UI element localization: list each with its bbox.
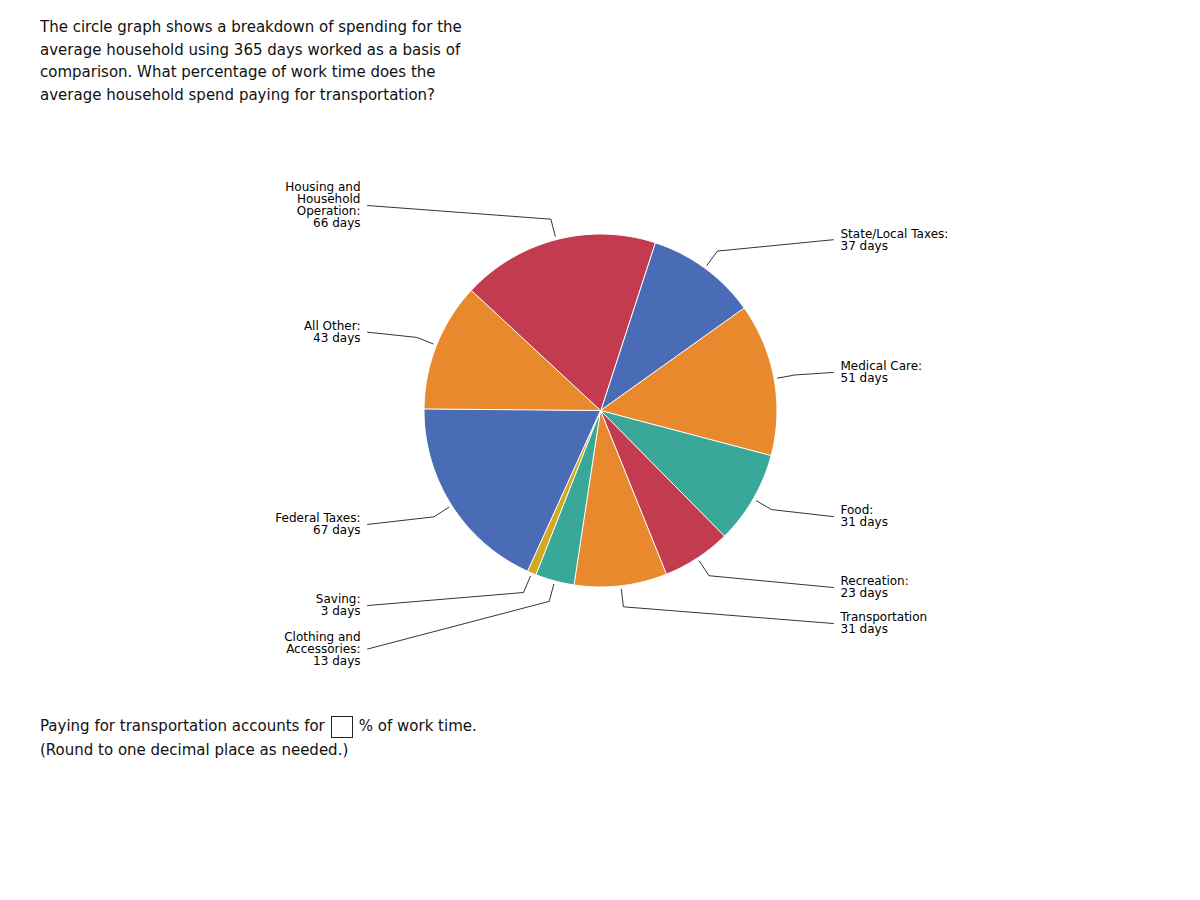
svg-text:Saving:3 days: Saving:3 days [316,592,361,618]
svg-text:State/Local Taxes:37 days: State/Local Taxes:37 days [841,227,949,253]
svg-text:Medical Care:51 days: Medical Care:51 days [841,359,923,385]
svg-text:All Other:43 days: All Other:43 days [304,319,361,345]
svg-text:Transportation31 days: Transportation31 days [840,610,928,636]
html-text:Paying for transportation acco: Paying for transportation accounts for [40,717,325,735]
svg-text:Clothing andAccessories:13 day: Clothing andAccessories:13 days [284,630,360,668]
svg-text:Federal Taxes:67 days: Federal Taxes:67 days [275,511,360,537]
html-text:(Round to one decimal place as: (Round to one decimal place as needed.) [40,741,349,759]
svg-text:Recreation:23 days: Recreation:23 days [841,574,909,600]
html-text:The circle graph shows a break: The circle graph shows a breakdown of sp… [40,18,462,104]
html-text:% of work time.: % of work time. [358,717,477,735]
svg-text:Housing andHouseholdOperation:: Housing andHouseholdOperation:66 days [285,180,360,230]
svg-text:Food:31 days: Food:31 days [841,503,888,529]
